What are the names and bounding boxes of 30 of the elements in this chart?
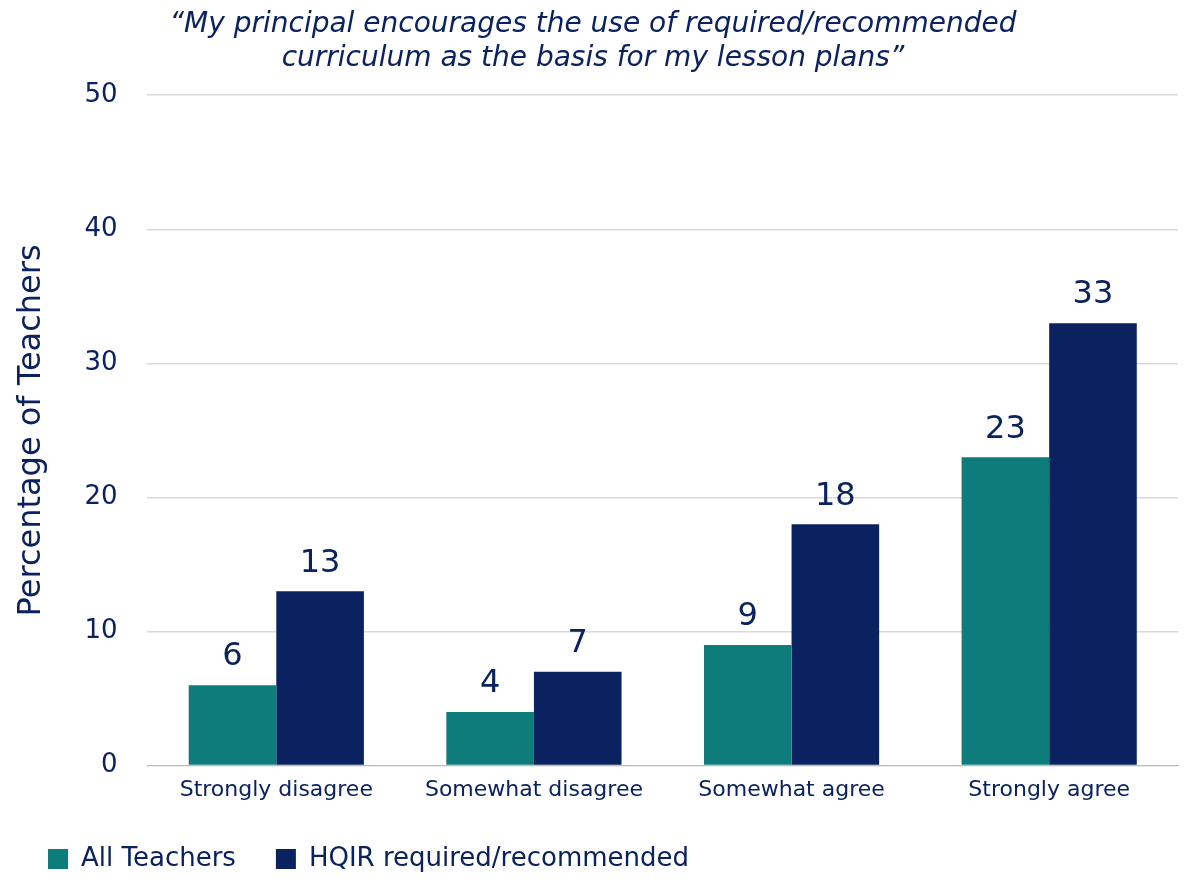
data-label: 9 <box>737 595 758 634</box>
x-tick-label: Somewhat disagree <box>424 775 643 801</box>
y-tick-label: 20 <box>84 480 118 511</box>
x-tick-label: Strongly disagree <box>179 775 373 801</box>
bar <box>703 644 792 765</box>
legend-label: HQIR required/recommended <box>308 841 690 872</box>
bar <box>188 685 277 765</box>
y-axis-title: Percentage of Teachers <box>9 244 48 617</box>
y-tick-label: 0 <box>100 748 118 779</box>
bar <box>533 671 622 765</box>
bar <box>791 524 880 765</box>
data-label: 13 <box>299 541 341 580</box>
data-label: 4 <box>479 662 501 701</box>
data-label: 18 <box>814 474 856 513</box>
data-label: 23 <box>985 407 1026 446</box>
bar <box>961 457 1050 765</box>
data-label: 7 <box>567 622 588 661</box>
bar <box>276 591 364 765</box>
legend-label: All Teachers <box>81 841 236 872</box>
y-tick-label: 40 <box>84 212 118 243</box>
chart-title: “My principal encourages the use of required/recommended curriculum as the basis for my lesson plans” <box>169 6 1017 73</box>
bar <box>446 711 534 765</box>
x-tick-label: Strongly agree <box>968 775 1131 801</box>
y-tick-label: 30 <box>84 346 118 377</box>
data-label: 6 <box>222 635 243 674</box>
y-tick-label: 50 <box>84 77 118 108</box>
x-tick-label: Somewhat agree <box>698 775 885 801</box>
bar <box>1049 323 1137 765</box>
y-tick-label: 10 <box>84 614 118 645</box>
data-label: 33 <box>1072 273 1114 312</box>
